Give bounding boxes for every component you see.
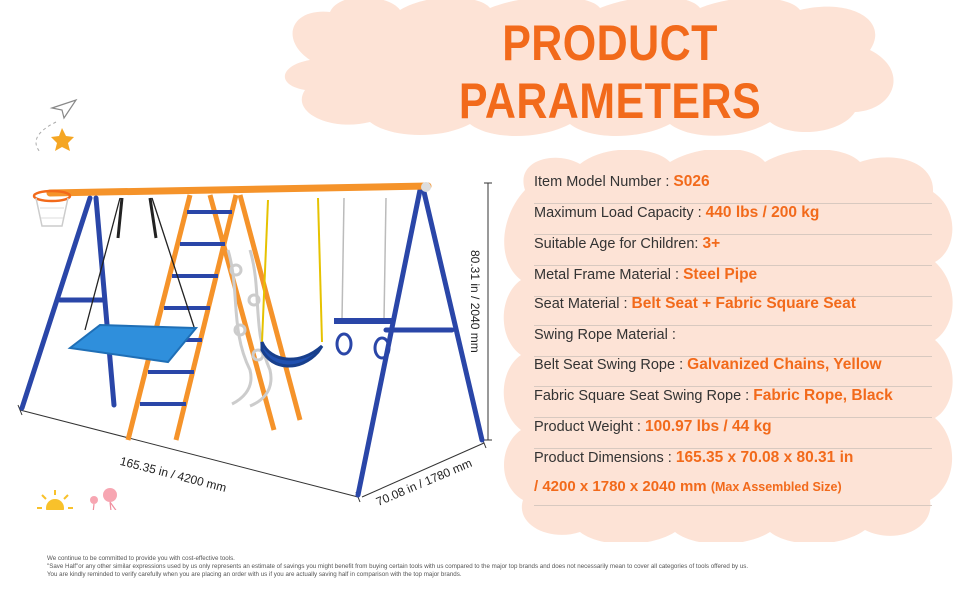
row-divider	[534, 505, 932, 506]
param-value: Galvanized Chains, Yellow	[687, 356, 882, 373]
param-value: 3+	[702, 235, 721, 252]
basketball-hoop	[32, 189, 72, 227]
belt-seat	[260, 197, 324, 368]
param-label: Suitable Age for Children:	[534, 236, 699, 252]
param-value: Steel Pipe	[683, 266, 758, 283]
param-row-weight: Product Weight : 100.97 lbs / 44 kg	[534, 418, 932, 449]
beam-end-cap	[421, 182, 431, 192]
param-row-seat: Seat Material : Belt Seat + Fabric Squar…	[534, 295, 932, 326]
dimension-height-label: 80.31 in / 2040 mm	[468, 250, 482, 353]
param-row-frame: Metal Frame Material : Steel Pipe	[534, 266, 932, 297]
param-label: Product Dimensions :	[534, 450, 672, 466]
param-value: S026	[673, 173, 710, 190]
trapeze-bar	[334, 197, 392, 360]
dimensions-note: (Max Assembled Size)	[710, 480, 842, 494]
top-beam	[46, 182, 432, 197]
param-row-load: Maximum Load Capacity : 440 lbs / 200 kg	[534, 204, 932, 235]
dimensions-metric-line: / 4200 x 1780 x 2040 mm (Max Assembled S…	[534, 478, 842, 495]
fabric-square-seat	[67, 197, 199, 364]
paper-plane-icon	[35, 98, 78, 153]
climbing-rope	[226, 249, 273, 408]
param-label: Belt Seat Swing Rope :	[534, 357, 684, 373]
dimensions-metric-value: / 4200 x 1780 x 2040 mm	[534, 478, 707, 495]
param-label: Maximum Load Capacity :	[534, 205, 702, 221]
param-value: 100.97 lbs / 44 kg	[644, 418, 772, 435]
param-row-rope: Swing Rope Material :	[534, 326, 932, 357]
param-label: Product Weight :	[534, 419, 641, 435]
param-label: Swing Rope Material :	[534, 327, 676, 343]
param-label: Metal Frame Material :	[534, 267, 680, 283]
param-value: Fabric Rope, Black	[753, 387, 893, 404]
title-cloud-background	[285, 0, 894, 136]
climbing-ladder	[125, 194, 303, 441]
star-icon	[51, 128, 74, 151]
param-value: 165.35 x 70.08 x 80.31 in	[675, 449, 854, 466]
disclaimer-footnote: We continue to be committed to provide y…	[47, 555, 927, 579]
param-label: Item Model Number :	[534, 174, 670, 190]
param-value: Belt Seat + Fabric Square Seat	[631, 295, 856, 312]
param-label: Fabric Square Seat Swing Rope :	[534, 388, 750, 404]
param-row-belt-rope: Belt Seat Swing Rope : Galvanized Chains…	[534, 356, 932, 387]
param-row-dimensions: Product Dimensions : 165.35 x 70.08 x 80…	[534, 449, 932, 479]
swing-set-illustration	[17, 98, 492, 510]
page-title: PRODUCT PARAMETERS	[458, 15, 762, 129]
footnote-line-2: "Save Half"or any other similar expressi…	[47, 563, 749, 570]
params-cloud-background	[503, 150, 953, 542]
dimension-line-width	[17, 404, 361, 503]
footnote-line-3: You are kindly reminded to verify carefu…	[47, 571, 462, 578]
dimension-line-height	[484, 182, 492, 441]
sun-icon	[37, 490, 73, 510]
param-label: Seat Material :	[534, 296, 628, 312]
flower-icon	[90, 488, 117, 510]
param-value: 440 lbs / 200 kg	[705, 204, 820, 221]
param-row-fabric-rope: Fabric Square Seat Swing Rope : Fabric R…	[534, 387, 932, 418]
footnote-line-1: We continue to be committed to provide y…	[47, 555, 235, 562]
param-row-age: Suitable Age for Children: 3+	[534, 235, 932, 266]
param-row-model: Item Model Number : S026	[534, 173, 932, 204]
